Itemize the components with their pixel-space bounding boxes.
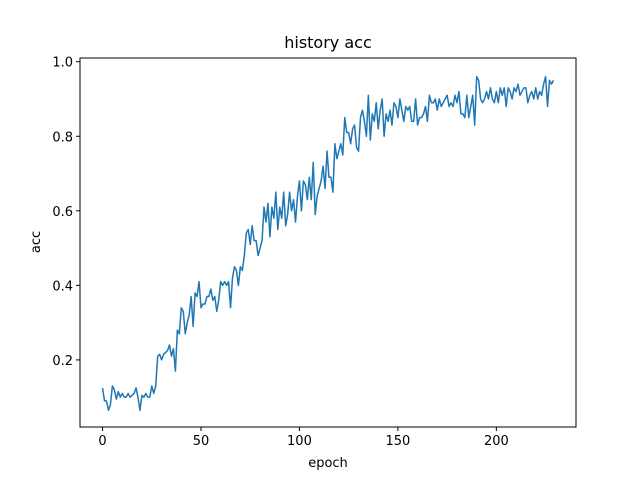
x-tick-label: 0: [98, 434, 106, 449]
x-tick-label: 100: [287, 434, 312, 449]
plot-frame: [79, 57, 577, 428]
x-tick-label: 200: [484, 434, 509, 449]
y-tick-label: 0.6: [52, 205, 73, 220]
y-tick-label: 0.8: [52, 130, 73, 145]
chart-title: history acc: [284, 33, 372, 52]
x-tick-label: 50: [193, 434, 210, 449]
y-tick-label: 0.2: [52, 354, 73, 369]
data-line: [101, 75, 555, 411]
y-tick-label: 1.0: [52, 56, 73, 71]
x-tick-label: 150: [385, 434, 410, 449]
y-axis-label: acc: [29, 231, 44, 253]
x-axis-label: epoch: [308, 456, 348, 471]
y-tick-label: 0.4: [52, 279, 73, 294]
